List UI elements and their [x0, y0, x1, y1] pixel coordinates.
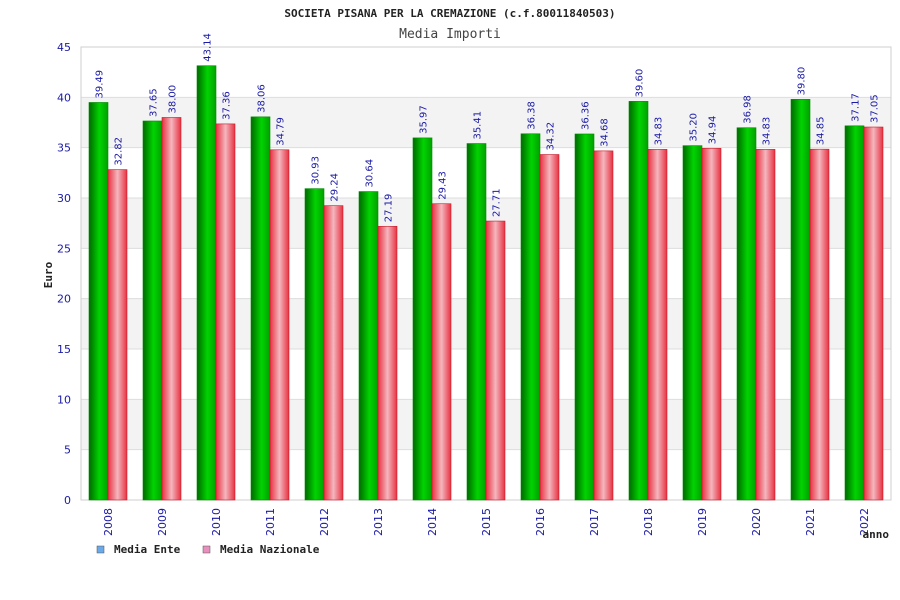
- legend-label-media-nazionale: Media Nazionale: [220, 543, 320, 556]
- data-label: 34.79: [276, 117, 287, 146]
- data-label: 34.32: [546, 122, 557, 151]
- data-label: 27.19: [384, 194, 395, 223]
- y-axis-ticks: 0 5 10 15 20 25 30 35 40 45: [57, 41, 71, 507]
- data-label: 30.64: [365, 159, 376, 188]
- data-label: 37.17: [851, 93, 862, 122]
- x-axis-label: anno: [863, 528, 890, 541]
- bar-media-nazionale-2022: [863, 126, 884, 501]
- x-tick-label: 2019: [696, 508, 709, 536]
- y-tick-label: 10: [57, 393, 71, 406]
- bar-media-nazionale-2021: [809, 148, 830, 501]
- bar-media-nazionale-2008: [107, 169, 128, 501]
- x-tick-label: 2013: [372, 508, 385, 536]
- bar-media-nazionale-2010: [215, 123, 236, 501]
- bar-media-nazionale-2014: [431, 203, 452, 501]
- y-tick-label: 25: [57, 242, 71, 255]
- x-tick-label: 2012: [318, 508, 331, 536]
- bar-media-nazionale-2012: [323, 205, 344, 501]
- y-tick-label: 20: [57, 293, 71, 306]
- x-tick-label: 2015: [480, 508, 493, 536]
- x-tick-label: 2021: [804, 508, 817, 536]
- y-axis-label: Euro: [42, 261, 55, 288]
- x-tick-label: 2011: [264, 508, 277, 536]
- bar-media-nazionale-2018: [647, 149, 668, 501]
- bar-media-ente-2015: [466, 143, 487, 501]
- data-label: 38.06: [257, 84, 268, 113]
- x-tick-label: 2022: [858, 508, 871, 536]
- data-label: 32.82: [114, 137, 125, 166]
- x-tick-label: 2014: [426, 508, 439, 536]
- data-label: 39.80: [797, 67, 808, 96]
- bar-media-nazionale-2009: [161, 117, 182, 501]
- legend: Media Ente Media Nazionale: [96, 543, 320, 556]
- y-tick-label: 0: [64, 494, 71, 507]
- y-tick-label: 35: [57, 142, 71, 155]
- chart-title: SOCIETA PISANA PER LA CREMAZIONE (c.f.80…: [284, 7, 615, 20]
- data-label: 34.83: [654, 117, 665, 146]
- bar-media-nazionale-2016: [539, 154, 560, 501]
- data-label: 34.83: [762, 117, 773, 146]
- data-label: 36.98: [743, 95, 754, 124]
- y-tick-label: 40: [57, 91, 71, 104]
- bar-media-ente-2008: [88, 102, 109, 501]
- bar-media-nazionale-2017: [593, 150, 614, 501]
- bar-media-ente-2022: [844, 125, 865, 501]
- bar-media-nazionale-2020: [755, 149, 776, 501]
- data-label: 39.49: [95, 70, 106, 99]
- bar-media-ente-2009: [142, 120, 163, 501]
- legend-swatch-media-ente: [96, 545, 105, 554]
- x-tick-label: 2008: [102, 508, 115, 536]
- x-tick-label: 2020: [750, 508, 763, 536]
- data-label: 37.36: [222, 91, 233, 120]
- legend-swatch-media-nazionale: [202, 545, 211, 554]
- data-label: 39.60: [635, 69, 646, 98]
- bar-media-ente-2010: [196, 65, 217, 501]
- data-label: 35.20: [689, 113, 700, 142]
- bar-media-ente-2016: [520, 133, 541, 501]
- data-label: 37.65: [149, 88, 160, 117]
- x-tick-label: 2016: [534, 508, 547, 536]
- bar-media-nazionale-2011: [269, 149, 290, 501]
- x-tick-label: 2018: [642, 508, 655, 536]
- y-tick-label: 15: [57, 343, 71, 356]
- bar-media-ente-2012: [304, 188, 325, 501]
- bar-media-nazionale-2013: [377, 225, 398, 501]
- data-label: 29.24: [330, 173, 341, 202]
- data-label: 34.85: [816, 117, 827, 146]
- bars: [88, 65, 884, 501]
- bar-media-ente-2017: [574, 133, 595, 501]
- y-tick-label: 5: [64, 444, 71, 457]
- data-label: 35.97: [419, 105, 430, 134]
- data-label: 30.93: [311, 156, 322, 185]
- legend-label-media-ente: Media Ente: [114, 543, 181, 556]
- data-label: 34.68: [600, 118, 611, 147]
- x-axis-ticks: 2008 2009 2010 2011 2012 2013 2014 2015 2016 2017…: [102, 508, 871, 536]
- bar-media-ente-2019: [682, 145, 703, 501]
- bar-media-ente-2018: [628, 101, 649, 501]
- bar-media-ente-2020: [736, 127, 757, 501]
- bar-media-ente-2011: [250, 116, 271, 501]
- data-label: 35.41: [473, 111, 484, 140]
- data-label: 43.14: [203, 33, 214, 62]
- data-label: 34.94: [708, 116, 719, 145]
- x-tick-label: 2010: [210, 508, 223, 536]
- data-label: 38.00: [168, 85, 179, 114]
- data-label: 27.71: [492, 188, 503, 217]
- data-label: 36.36: [581, 101, 592, 130]
- bar-media-ente-2014: [412, 137, 433, 501]
- y-tick-label: 45: [57, 41, 71, 54]
- data-labels: 39.49 32.82 37.65 38.00 43.14 37.36 38.06 34.79…: [95, 33, 881, 222]
- data-label: 36.38: [527, 101, 538, 130]
- bar-media-nazionale-2019: [701, 147, 722, 501]
- bar-media-nazionale-2015: [485, 220, 506, 501]
- bar-media-ente-2013: [358, 191, 379, 501]
- data-label: 37.05: [870, 94, 881, 123]
- bar-media-ente-2021: [790, 99, 811, 501]
- data-label: 29.43: [438, 171, 449, 200]
- chart-subtitle: Media Importi: [399, 27, 501, 42]
- x-tick-label: 2009: [156, 508, 169, 536]
- x-tick-label: 2017: [588, 508, 601, 536]
- y-tick-label: 30: [57, 192, 71, 205]
